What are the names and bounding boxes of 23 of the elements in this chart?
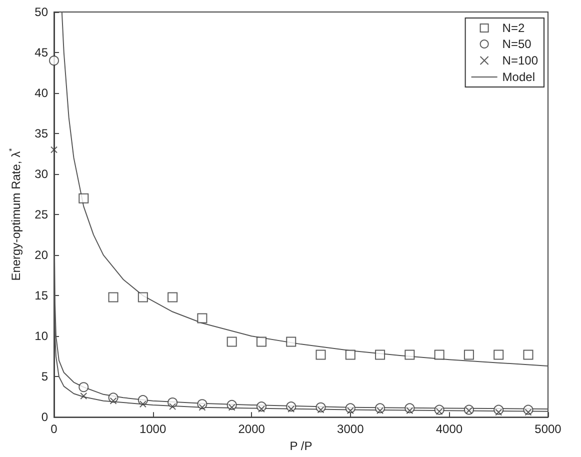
x-axis-title: P /P — [290, 439, 312, 453]
y-tick-label: 45 — [34, 46, 48, 60]
x-tick-label: 0 — [50, 422, 58, 436]
legend-label: Model — [502, 70, 535, 84]
x-tick-label: 4000 — [436, 422, 463, 436]
legend-label: N=100 — [502, 54, 538, 68]
x-tick-label: 3000 — [337, 422, 364, 436]
y-tick-label: 5 — [41, 370, 48, 384]
x-tick-label: 2000 — [238, 422, 266, 436]
y-tick-label: 0 — [41, 410, 48, 424]
y-tick-label: 15 — [34, 288, 48, 303]
y-axis-title: Energy-optimum Rate, λ* — [8, 148, 23, 281]
x-tick-label: 5000 — [534, 422, 562, 436]
y-tick-label: 30 — [34, 167, 48, 182]
y-tick-label: 50 — [34, 5, 48, 19]
y-tick-label: 25 — [34, 208, 48, 222]
x-tick-label: 1000 — [139, 422, 166, 436]
y-tick-label: 40 — [34, 86, 48, 100]
y-tick-label: 10 — [34, 329, 48, 344]
y-tick-label: 20 — [34, 248, 48, 262]
y-tick-label: 35 — [34, 126, 48, 141]
legend-label: N=2 — [502, 21, 525, 35]
legend-label: N=50 — [502, 37, 532, 51]
